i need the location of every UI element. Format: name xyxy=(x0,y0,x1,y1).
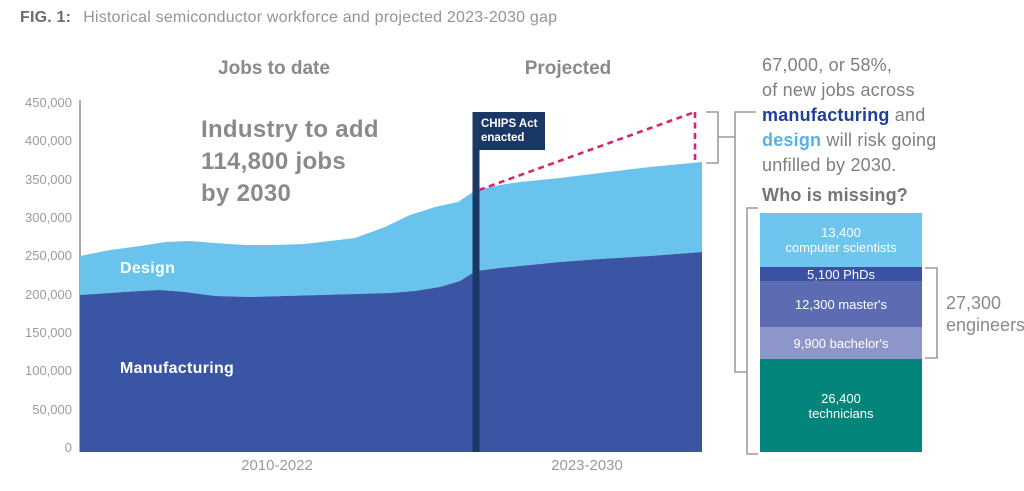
y-tick-label: 250,000 xyxy=(25,248,72,264)
gap-note-line-4-rest: will risk going xyxy=(821,130,937,150)
figure-title-text: Historical semiconductor workforce and p… xyxy=(83,9,558,26)
gap-bracket xyxy=(706,111,735,164)
missing-bar-segment: 9,900 bachelor's xyxy=(760,327,922,359)
missing-bar-segment-label: technicians xyxy=(808,405,874,421)
manufacturing-highlight: manufacturing xyxy=(762,105,890,125)
missing-bar-bracket xyxy=(746,207,758,455)
y-tick-label: 400,000 xyxy=(25,133,72,149)
manufacturing-area xyxy=(80,252,702,452)
y-tick-label: 0 xyxy=(64,440,72,455)
missing-bar-segment: 5,100 PhDs xyxy=(760,267,922,281)
engineers-count: 27,300 xyxy=(946,293,1002,313)
chips-flag-line-1: CHIPS Act xyxy=(481,118,538,130)
design-series-label: Design xyxy=(120,260,176,277)
gap-note-line-3: manufacturing and xyxy=(762,103,1002,128)
chips-flag-line-2: enacted xyxy=(481,131,525,144)
missing-bar-segment-label: 12,300 master's xyxy=(794,296,888,312)
manufacturing-series-label: Manufacturing xyxy=(120,360,235,377)
missing-workers-stacked-bar: 13,400 computer scientists 5,100 PhDs 12,30… xyxy=(760,213,922,452)
gap-note-line-3-rest: and xyxy=(889,105,926,125)
figure-number: FIG. 1: xyxy=(20,9,72,26)
missing-bar-segment-label: 9,900 bachelor's xyxy=(793,335,889,351)
design-area xyxy=(80,162,702,297)
gap-note-line-1: 67,000, or 58%, xyxy=(762,55,893,75)
x-label-historical: 2010-2022 xyxy=(241,457,313,474)
x-label-projected: 2023-2030 xyxy=(551,457,623,474)
engineers-word: engineers xyxy=(946,315,1024,335)
industry-growth-annotation: Industry to add 114,800 jobs by 2030 xyxy=(201,114,379,210)
demand-dashed-line xyxy=(478,110,696,192)
engineers-bracket xyxy=(925,267,938,359)
annotation-line-2: 114,800 jobs xyxy=(201,148,347,175)
chips-act-flag: CHIPS Act enacted xyxy=(473,112,545,150)
missing-bar-segment-label: 5,100 PhDs xyxy=(807,267,875,281)
missing-bar-segment: 26,400 technicians xyxy=(760,359,922,452)
chips-act-line xyxy=(472,112,480,452)
gap-note-text: 67,000, or 58%, of new jobs across manuf… xyxy=(762,53,1002,178)
gap-note-line-4: design will risk going xyxy=(762,128,1002,153)
y-tick-label: 200,000 xyxy=(25,286,72,302)
y-tick-label: 350,000 xyxy=(25,171,72,187)
gap-note-line-5: unfilled by 2030. xyxy=(762,155,897,175)
y-tick-label: 150,000 xyxy=(25,325,72,340)
gap-note-line-2: of new jobs across xyxy=(762,80,915,100)
note-connector-bracket xyxy=(734,111,756,373)
who-is-missing-heading: Who is missing? xyxy=(762,185,909,205)
missing-bar-segment: 12,300 master's xyxy=(760,281,922,327)
y-tick-label: 300,000 xyxy=(25,210,72,226)
engineers-total-note: 27,300 engineers xyxy=(946,292,1024,336)
missing-bar-segment-label: computer scientists xyxy=(785,240,897,255)
design-highlight: design xyxy=(762,130,822,150)
y-tick-label: 100,000 xyxy=(25,363,72,379)
section-header-projected: Projected xyxy=(524,58,612,79)
missing-bar-segment-label: 26,400 xyxy=(821,390,861,406)
figure-title: FIG. 1: Historical semiconductor workforc… xyxy=(20,9,557,27)
missing-bar-segment: 13,400 computer scientists xyxy=(760,213,922,267)
annotation-line-1: Industry to add xyxy=(201,116,379,143)
y-tick-label: 50,000 xyxy=(32,401,72,417)
missing-bar-segment-label: 13,400 xyxy=(821,225,861,240)
y-tick-label: 450,000 xyxy=(25,95,72,111)
section-header-jobs-to-date: Jobs to date xyxy=(218,58,330,79)
annotation-line-3: by 2030 xyxy=(201,180,292,207)
